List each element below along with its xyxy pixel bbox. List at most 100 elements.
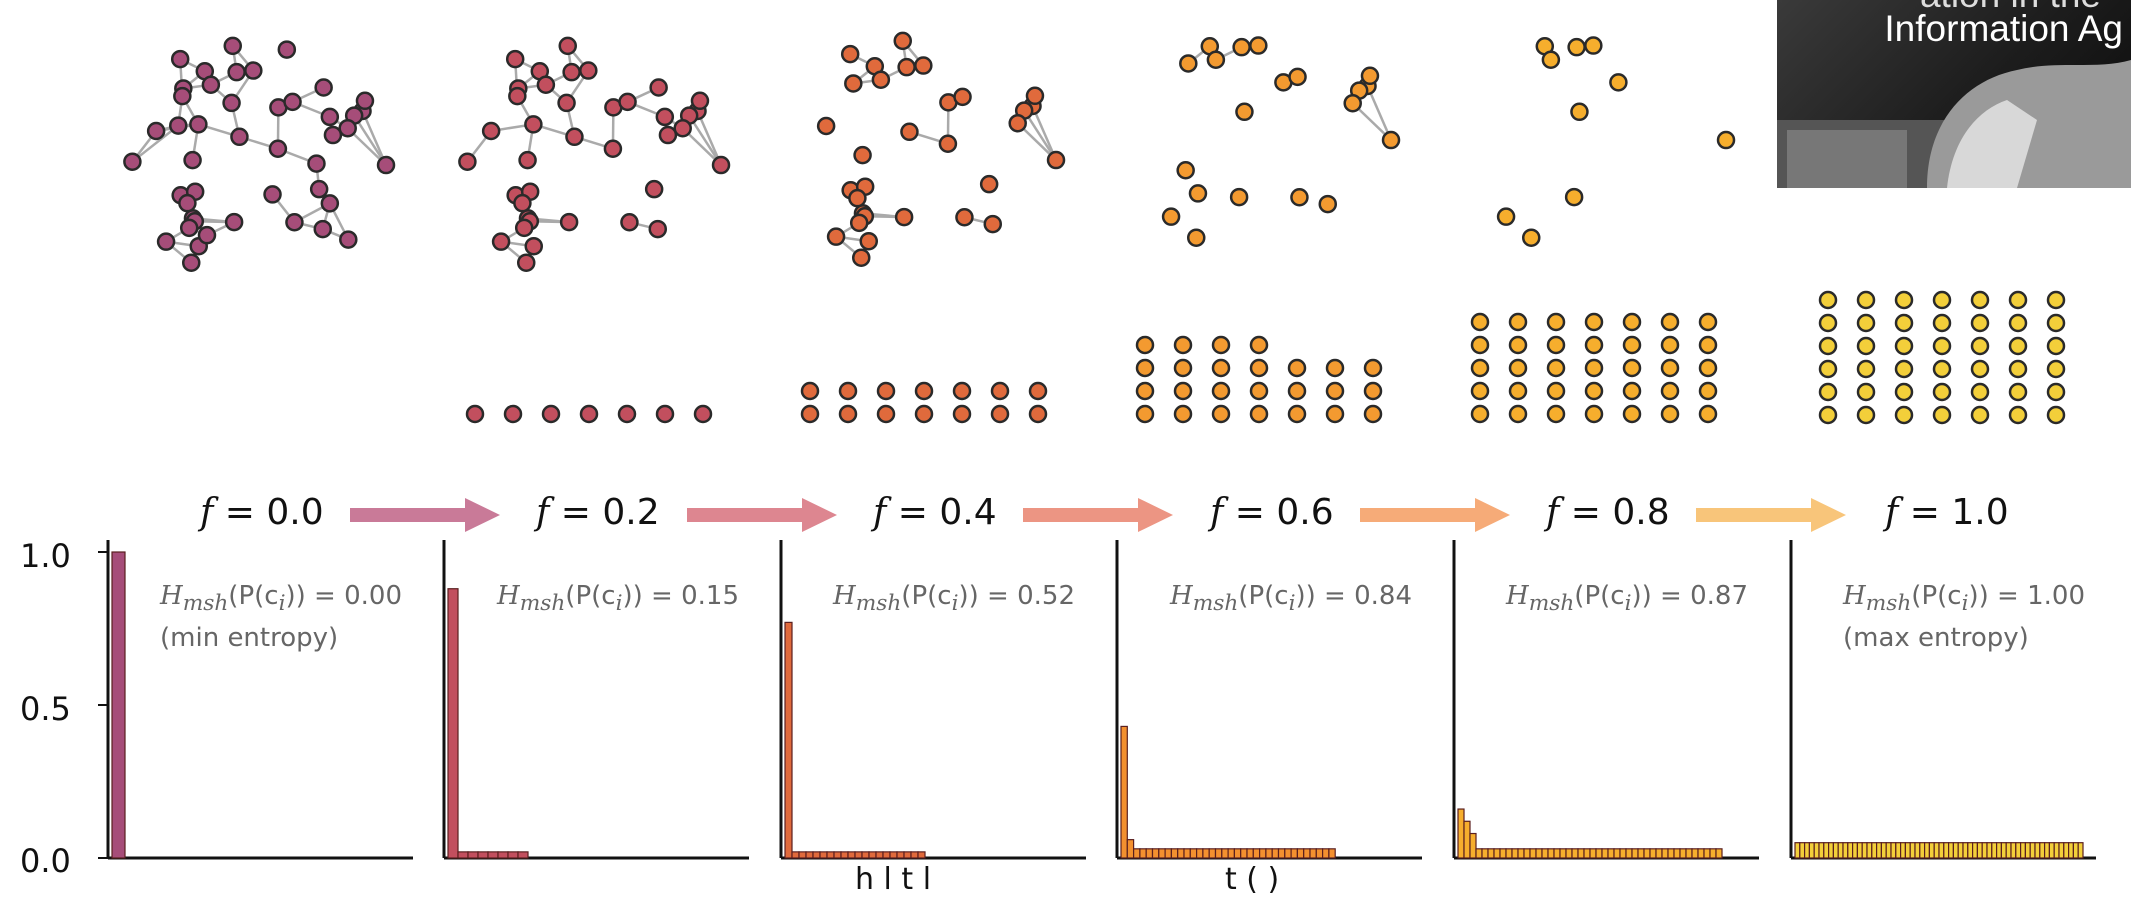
isolated-node-3-9 xyxy=(1213,383,1229,399)
isolated-node-1-2 xyxy=(543,406,559,422)
bar-3-17 xyxy=(1228,849,1234,858)
bar-4-28 xyxy=(1626,849,1632,858)
bar-5-33 xyxy=(1953,843,1958,858)
bar-5-45 xyxy=(2011,843,2016,858)
bar-4-40 xyxy=(1698,849,1704,858)
graph-node-2-13 xyxy=(845,75,861,91)
graph-panel-3 xyxy=(1137,38,1399,422)
isolated-node-4-23 xyxy=(1548,337,1564,353)
bar-4-26 xyxy=(1614,849,1620,858)
arrow-head-3 xyxy=(1475,498,1510,532)
isolated-node-3-21 xyxy=(1137,337,1153,353)
bar-4-17 xyxy=(1560,849,1566,858)
graph-node-3-11 xyxy=(1320,196,1336,212)
graph-node-0-33 xyxy=(316,79,332,95)
bar-5-11 xyxy=(1848,843,1853,858)
bar-4-33 xyxy=(1656,849,1662,858)
graph-node-2-16 xyxy=(955,89,971,105)
isolated-node-5-34 xyxy=(2048,384,2064,400)
isolated-node-4-5 xyxy=(1662,406,1678,422)
graph-node-1-0 xyxy=(713,157,729,173)
bar-3-20 xyxy=(1247,849,1253,858)
bar-3-31 xyxy=(1316,849,1322,858)
bar-5-34 xyxy=(1958,843,1963,858)
isolated-node-2-8 xyxy=(840,383,856,399)
bar-3-7 xyxy=(1165,849,1171,858)
bar-5-24 xyxy=(1910,843,1915,858)
isolated-node-3-4 xyxy=(1289,406,1305,422)
graph-node-0-16 xyxy=(285,94,301,110)
graph-node-1-22 xyxy=(483,123,499,139)
isolated-node-4-28 xyxy=(1472,314,1488,330)
graph-node-0-7 xyxy=(158,234,174,250)
bar-4-15 xyxy=(1548,849,1554,858)
graph-node-0-22 xyxy=(148,123,164,139)
graph-node-2-14 xyxy=(1027,88,1043,104)
bar-1-6 xyxy=(508,852,518,858)
arrow-shaft-2 xyxy=(1023,508,1143,522)
isolated-node-2-1 xyxy=(840,406,856,422)
bar-3-24 xyxy=(1272,849,1278,858)
graph-node-0-21 xyxy=(311,181,327,197)
video-title-line2: Information Ag xyxy=(1884,8,2123,50)
bar-5-21 xyxy=(1896,843,1901,858)
xlabel-fragment-left: h l t l xyxy=(855,862,931,897)
bar-5-28 xyxy=(1929,843,1934,858)
isolated-node-4-6 xyxy=(1700,406,1716,422)
isolated-node-5-26 xyxy=(2010,361,2026,377)
isolated-node-5-35 xyxy=(1820,407,1836,423)
graph-node-0-26 xyxy=(172,51,188,67)
probability-bar-charts xyxy=(0,540,2131,880)
bar-5-57 xyxy=(2069,843,2074,858)
graph-node-2-19 xyxy=(1010,115,1026,131)
isolated-node-4-25 xyxy=(1624,337,1640,353)
isolated-node-4-22 xyxy=(1510,337,1526,353)
graph-node-1-20 xyxy=(560,38,576,54)
isolated-node-5-38 xyxy=(1934,407,1950,423)
bar-5-25 xyxy=(1915,843,1920,858)
bar-2-11 xyxy=(862,852,869,858)
bar-5-58 xyxy=(2073,843,2078,858)
bar-4-13 xyxy=(1536,849,1542,858)
graph-node-1-2 xyxy=(564,64,580,80)
bar-5-5 xyxy=(1819,843,1824,858)
graph-node-4-8 xyxy=(1571,104,1587,120)
graph-node-3-2 xyxy=(1234,39,1250,55)
graph-node-4-7 xyxy=(1498,209,1514,225)
isolated-node-4-31 xyxy=(1586,314,1602,330)
bar-5-6 xyxy=(1824,843,1829,858)
isolated-node-3-13 xyxy=(1365,383,1381,399)
graph-node-4-9 xyxy=(1543,52,1559,68)
isolated-node-4-15 xyxy=(1510,360,1526,376)
isolated-node-4-2 xyxy=(1548,406,1564,422)
arrow-head-4 xyxy=(1811,498,1846,532)
bar-5-39 xyxy=(1982,843,1987,858)
bar-5-46 xyxy=(2016,843,2021,858)
isolated-node-4-33 xyxy=(1662,314,1678,330)
graph-node-1-27 xyxy=(520,152,536,168)
isolated-node-1-4 xyxy=(619,406,635,422)
graph-node-2-9 xyxy=(873,72,889,88)
bar-5-27 xyxy=(1925,843,1930,858)
bar-4-38 xyxy=(1686,849,1692,858)
isolated-node-5-32 xyxy=(1972,384,1988,400)
isolated-node-5-25 xyxy=(1972,361,1988,377)
bar-2-10 xyxy=(855,852,862,858)
graph-node-3-17 xyxy=(1291,189,1307,205)
bar-5-38 xyxy=(1977,843,1982,858)
isolated-node-3-0 xyxy=(1137,406,1153,422)
bar-5-47 xyxy=(2021,843,2026,858)
isolated-node-4-29 xyxy=(1510,314,1526,330)
isolated-node-3-22 xyxy=(1175,337,1191,353)
bar-5-30 xyxy=(1939,843,1944,858)
bar-5-20 xyxy=(1891,843,1896,858)
isolated-node-4-3 xyxy=(1586,406,1602,422)
graph-node-3-9 xyxy=(1208,52,1224,68)
arrow-shaft-1 xyxy=(687,508,807,522)
isolated-node-2-13 xyxy=(1030,383,1046,399)
bar-4-4 xyxy=(1482,849,1488,858)
bar-4-41 xyxy=(1704,849,1710,858)
bar-3-28 xyxy=(1297,849,1303,858)
bar-4-32 xyxy=(1650,849,1656,858)
isolated-node-5-27 xyxy=(2048,361,2064,377)
